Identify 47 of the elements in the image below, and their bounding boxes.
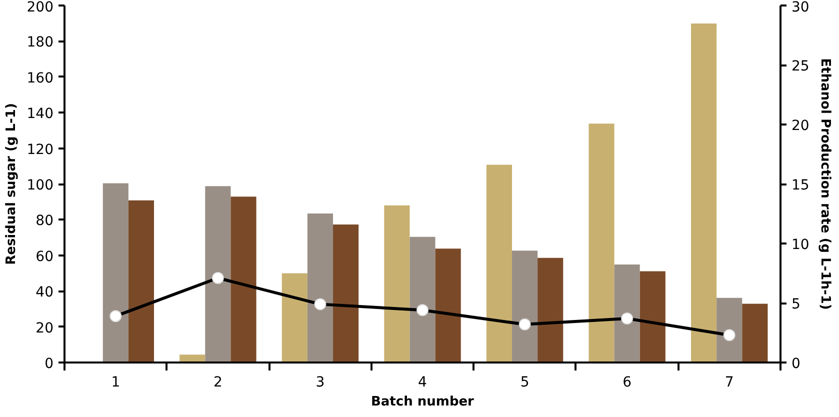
y2-tick-label: 0 [792,356,800,372]
x-axis-title: Batch number [371,394,475,410]
y-tick-label: 160 [26,70,54,86]
y-tick-label: 180 [26,34,54,51]
bar [742,304,768,362]
bar [538,258,564,362]
y-tick-label: 140 [26,106,54,122]
y2-tick-label: 10 [792,237,810,253]
y-tick-label: 100 [26,178,54,194]
bar [486,164,512,362]
bar [282,273,308,362]
y-tick-label: 120 [26,142,54,158]
bar [384,205,410,362]
bar [512,250,538,362]
bar [205,186,231,362]
bar [333,224,359,362]
bar [230,196,256,362]
bar [128,200,154,362]
y-tick-label: 200 [26,0,54,16]
y-tick-label: 0 [44,356,54,372]
y2-tick-label: 15 [792,178,810,194]
x-tick-label: 4 [418,374,428,390]
y-tick-label: 60 [36,248,54,265]
y2-tick-label: 5 [792,296,800,312]
x-tick-label: 7 [724,374,734,390]
x-tick-label: 6 [622,374,632,390]
bar [588,124,614,362]
y-tick-label: 80 [36,213,54,230]
y-tick-label: 20 [36,320,54,336]
y2-tick-label: 25 [792,58,810,74]
bar [691,24,717,362]
x-tick-label: 5 [520,374,530,390]
bar [435,248,461,362]
bar [307,213,333,362]
y2-axis-title: Ethanol Production rate (g L-1h-1) [817,58,832,310]
bar [102,183,128,362]
x-tick-label: 3 [316,374,325,390]
x-tick-label: 2 [213,374,222,390]
x-tick-label: 1 [111,374,120,390]
y-axis-title: Residual sugar (g L-1) [4,103,19,265]
bar [410,236,436,362]
y2-tick-label: 30 [792,0,810,16]
bar [614,264,640,362]
y-tick-label: 40 [36,284,54,301]
y2-tick-label: 20 [792,118,810,134]
bar [640,271,666,362]
bar [716,298,742,362]
